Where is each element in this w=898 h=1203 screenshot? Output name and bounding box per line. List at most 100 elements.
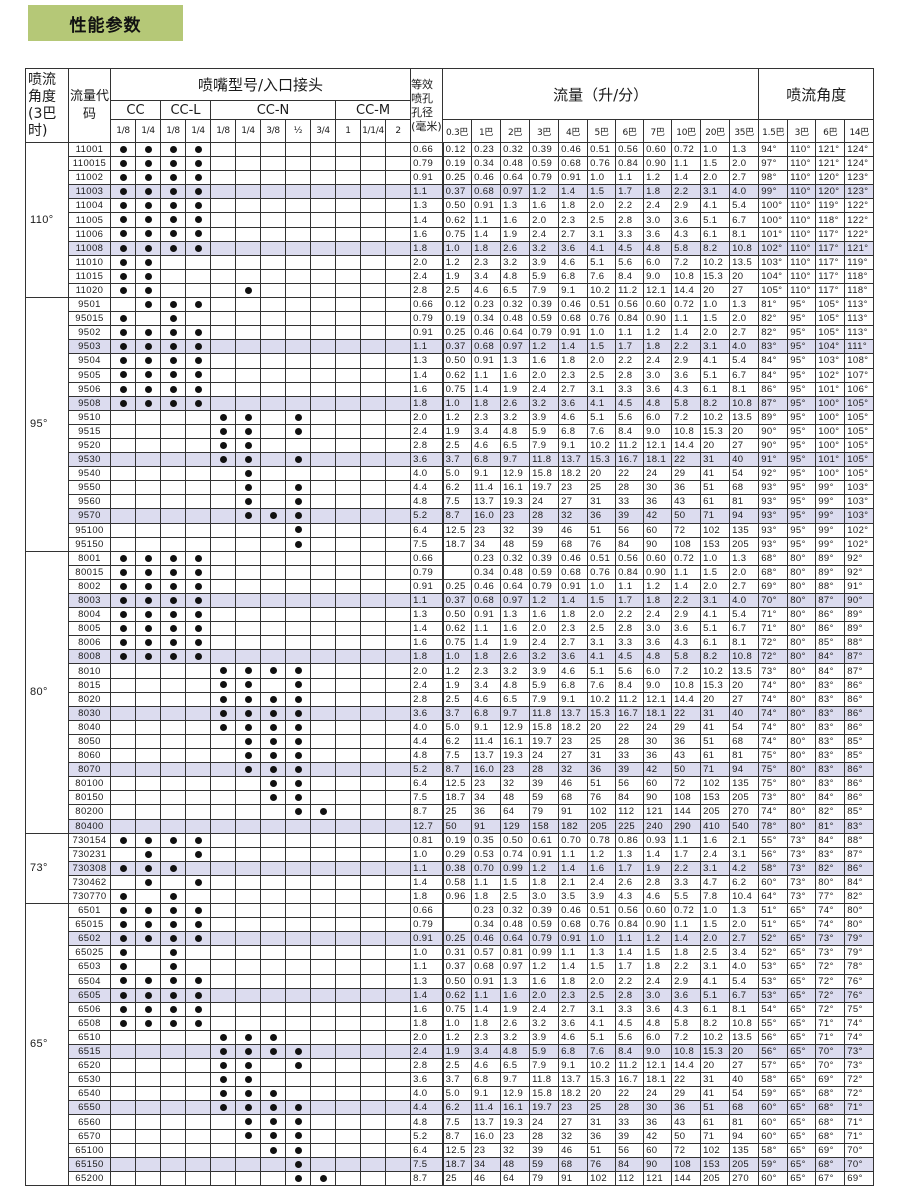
flow-value: 2.8	[615, 621, 645, 637]
flow-value: 6.8	[558, 268, 589, 284]
flow-code: 9520	[68, 437, 111, 454]
flow-value: 72	[671, 522, 702, 538]
flow-value: 11.4	[471, 733, 502, 750]
inlet-fit-cell	[310, 677, 336, 693]
available-dot-icon	[194, 216, 202, 224]
spray-angle-value: 84°	[758, 353, 789, 369]
flow-value: 36	[671, 480, 702, 496]
inlet-fit-cell	[360, 748, 386, 764]
inlet-fit-cell	[110, 1015, 136, 1031]
inlet-fit-cell	[285, 254, 311, 270]
inlet-fit-cell	[135, 635, 161, 651]
spray-angle-value: 92°	[758, 466, 789, 482]
flow-value: 20	[729, 1043, 760, 1060]
inlet-fit-cell	[185, 1114, 211, 1130]
flow-value: 28	[529, 508, 560, 524]
inlet-fit-cell	[185, 945, 211, 961]
spray-angle-value: 110°	[787, 226, 817, 242]
flow-value: 3.4	[471, 1043, 502, 1060]
flow-value: 0.84	[615, 311, 645, 327]
inlet-fit-cell	[160, 846, 186, 862]
inlet-fit-cell	[360, 649, 386, 665]
flow-value: 0.75	[441, 635, 473, 651]
flow-value: 39	[615, 508, 645, 524]
spray-angle-value: 74°	[844, 1015, 875, 1031]
flow-value: 5.1	[587, 409, 617, 425]
inlet-fit-cell	[160, 888, 186, 905]
available-dot-icon	[194, 935, 202, 943]
inlet-fit-cell	[260, 156, 286, 172]
flow-value: 0.25	[441, 931, 473, 947]
inlet-fit-cell	[360, 508, 386, 524]
available-dot-icon	[244, 1132, 252, 1140]
inlet-fit-cell	[260, 212, 286, 228]
table-row: 80150 7.5 18.7 34 48 59 68 76 84 90 108 153 205 73° 80…	[26, 790, 875, 806]
spray-angle-value: 90°	[758, 423, 789, 439]
inlet-fit-cell	[360, 325, 386, 341]
flow-value: 16.7	[615, 452, 645, 468]
available-dot-icon	[194, 385, 202, 393]
available-dot-icon	[244, 751, 252, 759]
flow-value: 5.1	[587, 1029, 617, 1046]
inlet-fit-cell	[384, 804, 412, 820]
inlet-fit-cell	[335, 790, 361, 806]
inlet-fit-cell	[335, 719, 361, 735]
flow-value: 18.2	[558, 1086, 589, 1102]
available-dot-icon	[119, 160, 127, 167]
spray-angle-value: 92°	[844, 550, 875, 566]
flow-value: 31	[587, 494, 617, 510]
inlet-fit-cell	[384, 931, 412, 947]
inlet-fit-cell	[135, 452, 161, 468]
flow-value: 27	[558, 748, 589, 764]
inlet-fit-cell	[335, 959, 361, 975]
inlet-fit-cell	[160, 733, 186, 750]
flow-value: 2.4	[529, 226, 560, 242]
inlet-fit-cell	[110, 931, 136, 947]
spray-angle-value: 51°	[758, 903, 789, 919]
inlet-fit-cell	[360, 818, 386, 834]
inlet-fit-cell	[210, 959, 236, 975]
inlet-fit-cell	[335, 226, 361, 242]
inlet-fit-cell	[310, 156, 336, 172]
flow-code: 65150	[68, 1156, 111, 1172]
flow-value: 18.1	[643, 1072, 673, 1088]
flow-value: 15.3	[700, 677, 731, 693]
flow-code: 11005	[68, 212, 111, 228]
table-row: 8015 2.4 1.9 3.4 4.8 5.9 6.8 7.6 8.4 9.0 10.8 15.3 2…	[26, 677, 875, 693]
inlet-fit-cell	[310, 226, 336, 242]
inlet-fit-cell	[335, 748, 361, 764]
flow-value: 8.2	[700, 240, 731, 256]
flow-value: 2.5	[587, 987, 617, 1003]
flow-value: 3.4	[471, 677, 502, 693]
available-dot-icon	[194, 653, 202, 661]
spray-angle-value: 83°	[844, 818, 875, 834]
inlet-fit-cell	[135, 1001, 161, 1017]
spray-angle-value: 86°	[844, 762, 875, 778]
flow-code: 11002	[68, 170, 111, 186]
inlet-fit-cell	[310, 719, 336, 735]
inlet-fit-cell	[285, 1029, 311, 1046]
flow-value: 59	[529, 1156, 560, 1172]
inlet-fit-cell	[210, 903, 236, 919]
flow-value: 0.91	[558, 170, 589, 186]
inlet-fit-cell	[160, 254, 186, 270]
inlet-fit-cell	[110, 564, 136, 580]
flow-value: 6.5	[500, 437, 531, 454]
flow-value: 3.1	[700, 339, 731, 355]
flow-value: 84	[615, 790, 645, 806]
flow-value: 2.9	[671, 198, 702, 214]
inlet-fit-cell	[110, 1142, 136, 1158]
inlet-fit-cell	[235, 353, 261, 369]
flow-value: 2.0	[587, 973, 617, 989]
flow-value: 0.91	[471, 198, 502, 214]
flow-value: 3.2	[529, 1015, 560, 1031]
inlet-fit-cell	[210, 170, 236, 186]
inlet-fit-cell	[310, 888, 336, 905]
inlet-fit-cell	[235, 705, 261, 721]
flow-value: 1.2	[643, 931, 673, 947]
inlet-fit-cell	[160, 1072, 186, 1088]
flow-value: 10.8	[671, 1043, 702, 1060]
header-orifice: 等效喷孔孔径(毫米)	[410, 68, 444, 143]
available-dot-icon	[244, 286, 252, 294]
inlet-fit-cell	[260, 804, 286, 820]
